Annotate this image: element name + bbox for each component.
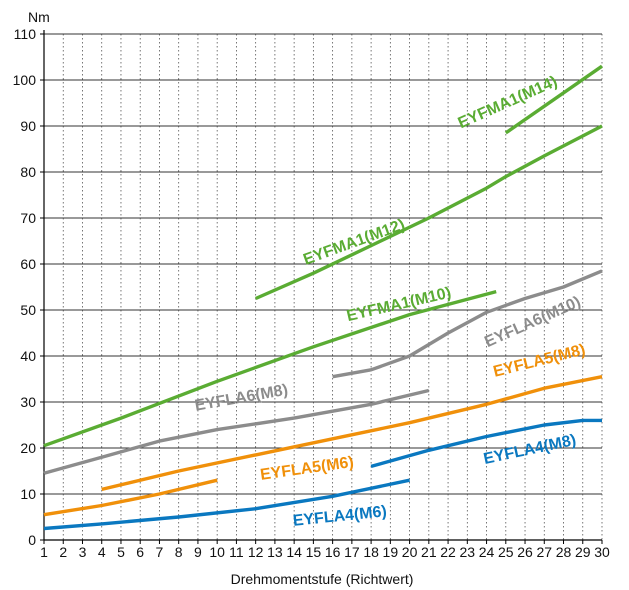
y-tick-label: 40 [20,348,36,364]
y-tick-label: 60 [20,256,36,272]
series-label-eyfla5-m6: EYFLA5(M6) [259,454,355,484]
x-tick-label: 27 [536,544,552,560]
x-tick-label: 11 [229,544,244,560]
y-tick-label: 70 [20,210,36,226]
x-tick-label: 29 [575,544,591,560]
x-tick-label: 4 [98,544,106,560]
grid [44,33,603,540]
x-tick-label: 12 [248,544,264,560]
x-tick-label: 19 [383,544,399,560]
tick-labels: 1 2 3 4 5 6 7 8 9 10 11 12 13 14 15 16 17 18 19 20 21 22 23 24 2… [13,26,610,560]
x-tick-label: 2 [59,544,67,560]
y-tick-label: 80 [20,164,36,180]
series-label-eyfla6-m10: EYFLA6(M10) [482,294,583,351]
series-label-eyfma1-m12: EYFMA1(M12) [301,216,407,268]
series-line-eyfla4-m8 [370,418,602,469]
y-tick-label: 30 [20,394,36,410]
series-line-eyfma1-m14 [504,64,603,135]
series-line-eyfla5-m6 [43,478,218,517]
x-tick-label: 16 [325,544,341,560]
x-axis-label: Drehmomentstufe (Richtwert) [231,571,414,587]
x-tick-label: 22 [440,544,456,560]
x-tick-label: 7 [156,544,164,560]
x-tick-label: 30 [594,544,610,560]
axes [40,30,603,544]
series-line-eyfla6-m8 [43,388,430,475]
x-tick-label: 13 [267,544,283,560]
series-line-eyfla6-m10 [332,269,603,379]
x-tick-label: 5 [117,544,125,560]
y-tick-label: 10 [20,486,36,502]
series-line-eyfla5-m8 [101,375,603,492]
x-tick-label: 25 [498,544,514,560]
x-tick-label: 3 [79,544,87,560]
series-line-eyfla4-m6 [43,478,410,531]
x-tick-label: 6 [136,544,144,560]
x-tick-label: 23 [460,544,476,560]
y-tick-label: 90 [20,118,36,134]
x-tick-label: 10 [209,544,225,560]
x-tick-label: 9 [194,544,202,560]
x-tick-label: 18 [363,544,379,560]
y-tick-label: 0 [28,532,36,548]
y-tick-label: 100 [13,72,37,88]
x-tick-label: 26 [517,544,533,560]
series-line-eyfma1-m10 [43,289,497,448]
x-tick-label: 20 [402,544,418,560]
x-tick-label: 1 [40,544,48,560]
x-tick-label: 15 [306,544,322,560]
x-tick-label: 8 [175,544,183,560]
y-axis-label: Nm [28,9,50,25]
series-lines [43,64,603,531]
series-label-eyfla4-m6: EYFLA4(M6) [292,503,387,530]
x-tick-label: 21 [421,544,437,560]
x-tick-label: 24 [479,544,495,560]
x-tick-label: 14 [286,544,302,560]
y-tick-label: 20 [20,440,36,456]
y-tick-label: 110 [14,26,37,42]
y-tick-label: 50 [20,302,36,318]
x-tick-label: 17 [344,544,360,560]
series-line-eyfma1-m12 [255,124,603,301]
x-tick-label: 28 [556,544,572,560]
